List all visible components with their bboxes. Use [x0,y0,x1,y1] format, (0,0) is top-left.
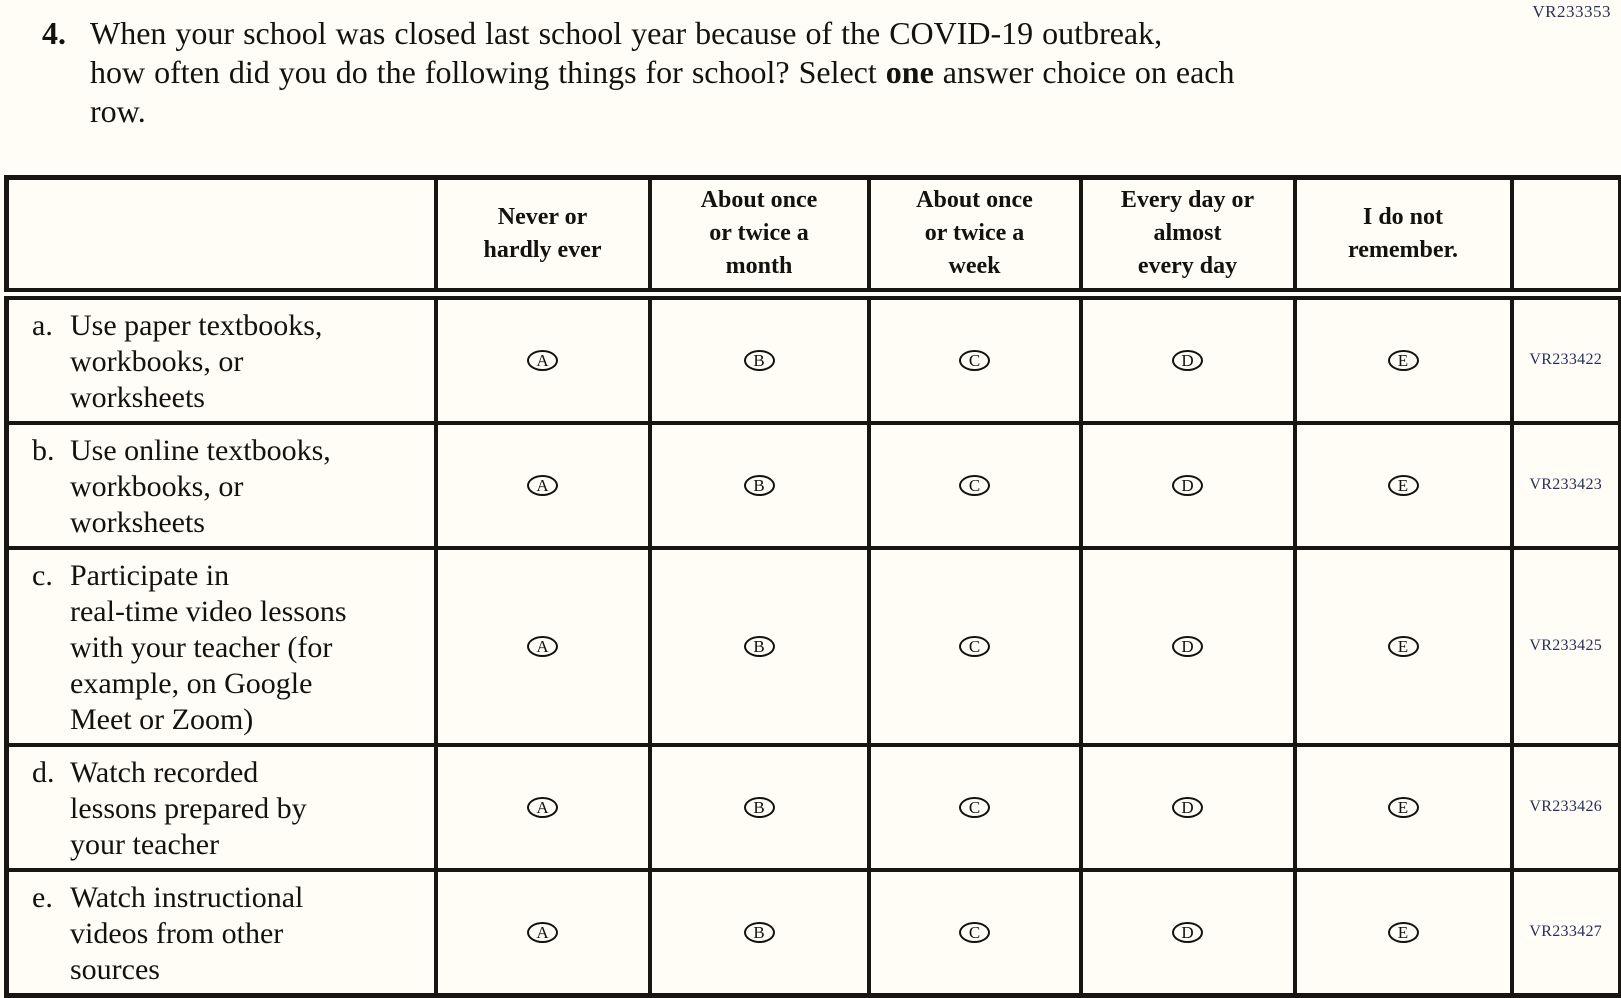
answer-cell-d-E: E [1292,742,1514,872]
row-marker-c: c. [32,558,53,592]
answer-bubble-b-B[interactable]: B [743,474,775,496]
answer-bubble-b-E[interactable]: E [1387,474,1419,496]
row-label-e: e. Watch instructional videos from other… [11,873,432,991]
answer-cell-b-A: A [433,420,652,550]
answer-cell-a-A: A [433,291,652,425]
answer-bubble-e-B[interactable]: B [743,921,775,943]
row-label-a: a. Use paper textbooks, workbooks, or wo… [11,301,432,419]
col-header-do-not-remember: I do not remember. [1292,175,1514,300]
row-label-cell-a: a. Use paper textbooks, workbooks, or wo… [4,291,438,425]
answer-cell-e-B: B [647,867,871,997]
answer-bubble-a-D[interactable]: D [1172,349,1203,371]
row-label-d: d. Watch recorded lessons prepared by yo… [11,749,432,866]
row-code-d: VR233426 [1509,742,1621,872]
col-header-never-or-hardly-ever: Never or hardly ever [433,175,652,300]
answer-bubble-e-A[interactable]: A [527,921,558,943]
row-marker-a: a. [32,308,53,342]
answer-bubble-e-E[interactable]: E [1387,921,1419,943]
table-row-a: a. Use paper textbooks, workbooks, or wo… [4,291,1621,425]
answer-cell-e-D: D [1078,867,1297,997]
table-row-c: c. Participate in real-time video lesson… [4,545,1621,747]
header-row: Never or hardly ever About once or twice… [4,175,1621,300]
header-empty-cell [4,175,438,300]
row-marker-d: d. [32,755,55,789]
table-row-d: d. Watch recorded lessons prepared by yo… [4,742,1621,872]
question-bold-word: one [885,54,934,90]
answer-cell-a-C: C [866,291,1083,425]
row-label-text-d: Watch recorded lessons prepared by your … [70,755,307,861]
answer-cell-c-B: B [647,545,871,747]
answer-cell-a-B: B [647,291,871,425]
answer-cell-b-D: D [1078,420,1297,550]
answer-cell-a-E: E [1292,291,1514,425]
row-code-e: VR233427 [1509,867,1621,997]
question-block: 4. When your school was closed last scho… [42,14,1490,131]
answer-bubble-d-E[interactable]: E [1387,796,1419,818]
answer-bubble-c-A[interactable]: A [527,635,558,657]
answer-bubble-b-D[interactable]: D [1172,474,1203,496]
answer-cell-d-A: A [433,742,652,872]
answer-bubble-a-C[interactable]: C [959,349,990,371]
page-code: VR233353 [1532,2,1611,21]
answer-cell-d-B: B [647,742,871,872]
answer-bubble-e-C[interactable]: C [959,921,990,943]
table-row-e: e. Watch instructional videos from other… [4,867,1621,997]
answer-cell-e-E: E [1292,867,1514,997]
table-row-b: b. Use online textbooks, workbooks, or w… [4,420,1621,550]
answer-cell-c-D: D [1078,545,1297,747]
answer-bubble-b-C[interactable]: C [959,474,990,496]
question-text: When your school was closed last school … [90,14,1490,131]
answer-bubble-a-B[interactable]: B [743,349,775,371]
answer-bubble-c-C[interactable]: C [959,635,990,657]
answer-bubble-d-D[interactable]: D [1172,796,1203,818]
survey-response-table: Never or hardly ever About once or twice… [4,175,1621,998]
row-label-c: c. Participate in real-time video lesson… [11,552,432,741]
row-label-text-a: Use paper textbooks, workbooks, or works… [70,308,323,414]
answer-bubble-a-E[interactable]: E [1387,349,1419,371]
answer-cell-b-C: C [866,420,1083,550]
row-label-text-b: Use online textbooks, workbooks, or work… [70,433,331,539]
answer-cell-d-C: C [866,742,1083,872]
answer-cell-e-A: A [433,867,652,997]
col-header-every-day: Every day or almost every day [1078,175,1297,300]
row-code-b: VR233423 [1509,420,1621,550]
answer-bubble-b-A[interactable]: A [527,474,558,496]
row-code-a: VR233422 [1509,291,1621,425]
row-label-b: b. Use online textbooks, workbooks, or w… [11,427,432,544]
answer-cell-b-B: B [647,420,871,550]
answer-cell-b-E: E [1292,420,1514,550]
answer-bubble-e-D[interactable]: D [1172,921,1203,943]
answer-bubble-a-A[interactable]: A [527,349,558,371]
row-code-c: VR233425 [1509,545,1621,747]
header-code-cell [1509,175,1621,300]
row-label-text-c: Participate in real-time video lessons w… [70,558,347,736]
answer-cell-c-E: E [1292,545,1514,747]
answer-cell-a-D: D [1078,291,1297,425]
col-header-once-or-twice-a-week: About once or twice a week [866,175,1083,300]
question-text-end: answer choice on each row. [90,54,1235,129]
question-text-start: When your school was closed last school … [90,15,1163,90]
answer-bubble-d-B[interactable]: B [743,796,775,818]
question-number: 4. [42,15,66,51]
row-label-cell-c: c. Participate in real-time video lesson… [4,545,438,747]
row-label-text-e: Watch instructional videos from other so… [70,880,304,986]
row-marker-b: b. [32,433,55,467]
col-header-once-or-twice-a-month: About once or twice a month [647,175,871,300]
answer-cell-c-A: A [433,545,652,747]
answer-cell-d-D: D [1078,742,1297,872]
row-label-cell-b: b. Use online textbooks, workbooks, or w… [4,420,438,550]
answer-bubble-d-A[interactable]: A [527,796,558,818]
row-marker-e: e. [32,880,53,914]
row-label-cell-d: d. Watch recorded lessons prepared by yo… [4,742,438,872]
answer-bubble-c-D[interactable]: D [1172,635,1203,657]
answer-cell-c-C: C [866,545,1083,747]
answer-cell-e-C: C [866,867,1083,997]
answer-bubble-c-B[interactable]: B [743,635,775,657]
answer-bubble-d-C[interactable]: C [959,796,990,818]
answer-bubble-c-E[interactable]: E [1387,635,1419,657]
row-label-cell-e: e. Watch instructional videos from other… [4,867,438,997]
